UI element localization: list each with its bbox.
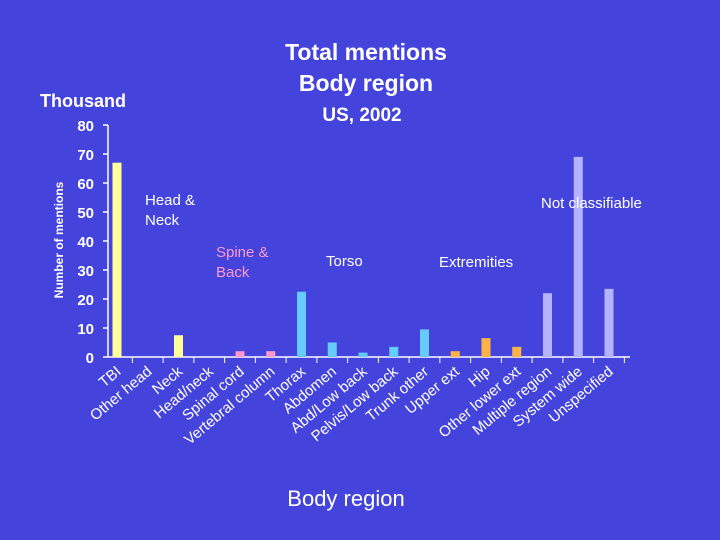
group-label: Spine & (216, 244, 269, 261)
chart-title: Body region (299, 70, 433, 96)
unit-label: Thousand (40, 91, 126, 111)
y-tick-label: 80 (77, 118, 94, 135)
y-tick-label: 70 (77, 147, 94, 164)
y-tick-label: 60 (77, 176, 94, 193)
group-label: Torso (326, 253, 363, 270)
y-axis-label: Number of mentions (52, 181, 66, 298)
bar (235, 351, 245, 357)
group-label: Not classifiable (541, 195, 642, 212)
group-label: Extremities (439, 254, 513, 271)
x-axis-label: Body region (287, 486, 404, 511)
chart-subtitle: US, 2002 (322, 105, 401, 126)
bar (327, 342, 337, 357)
bar (420, 329, 429, 357)
bar (266, 351, 276, 357)
y-tick-label: 50 (77, 205, 94, 222)
group-label: Back (216, 264, 250, 281)
bar (481, 338, 491, 357)
bar (112, 162, 122, 357)
bar (573, 156, 583, 357)
y-tick-label: 40 (77, 234, 94, 251)
chart-title: Total mentions (285, 39, 447, 65)
y-tick-label: 0 (86, 350, 94, 367)
y-tick-label: 10 (77, 321, 94, 338)
bar (543, 293, 552, 357)
bar (604, 288, 614, 357)
bar (174, 335, 183, 357)
bar (389, 346, 399, 357)
y-tick-label: 20 (77, 292, 94, 309)
bar (512, 346, 522, 357)
y-tick-label: 30 (77, 263, 94, 280)
group-label: Head & (145, 192, 195, 209)
bar (450, 351, 460, 357)
group-label: Neck (145, 212, 180, 229)
bar (358, 352, 368, 357)
bar (297, 291, 306, 357)
